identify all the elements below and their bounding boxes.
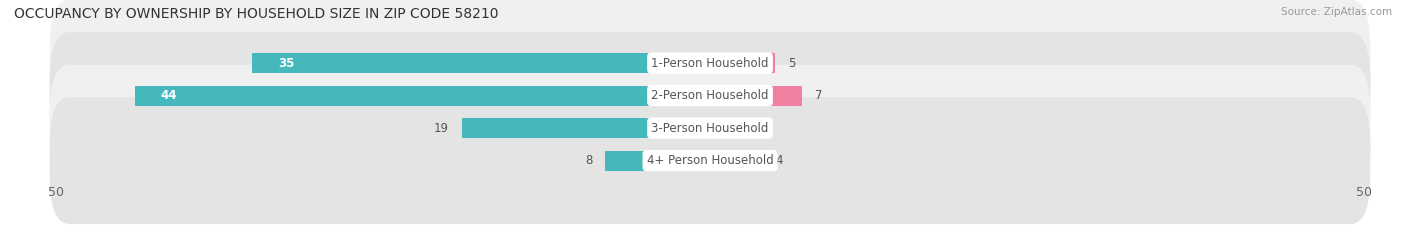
Text: 1-Person Household: 1-Person Household xyxy=(651,57,769,70)
Text: OCCUPANCY BY OWNERSHIP BY HOUSEHOLD SIZE IN ZIP CODE 58210: OCCUPANCY BY OWNERSHIP BY HOUSEHOLD SIZE… xyxy=(14,7,499,21)
Text: 19: 19 xyxy=(433,122,449,135)
Bar xyxy=(461,118,710,138)
Bar xyxy=(606,151,710,171)
FancyBboxPatch shape xyxy=(49,32,1371,159)
FancyBboxPatch shape xyxy=(49,65,1371,192)
Text: 0: 0 xyxy=(723,122,731,135)
Text: 3-Person Household: 3-Person Household xyxy=(651,122,769,135)
FancyBboxPatch shape xyxy=(49,97,1371,224)
Bar xyxy=(710,86,801,106)
Text: 35: 35 xyxy=(278,57,295,70)
Bar xyxy=(135,86,710,106)
Text: 4: 4 xyxy=(776,154,783,167)
Bar xyxy=(710,53,776,73)
Text: 44: 44 xyxy=(160,89,177,102)
Text: 8: 8 xyxy=(585,154,592,167)
Text: 7: 7 xyxy=(814,89,823,102)
Text: Source: ZipAtlas.com: Source: ZipAtlas.com xyxy=(1281,7,1392,17)
Legend: Owner-occupied, Renter-occupied: Owner-occupied, Renter-occupied xyxy=(581,229,839,233)
Text: 4+ Person Household: 4+ Person Household xyxy=(647,154,773,167)
FancyBboxPatch shape xyxy=(49,0,1371,127)
Bar xyxy=(710,151,762,171)
Text: 5: 5 xyxy=(789,57,796,70)
Text: 2-Person Household: 2-Person Household xyxy=(651,89,769,102)
Bar xyxy=(253,53,710,73)
